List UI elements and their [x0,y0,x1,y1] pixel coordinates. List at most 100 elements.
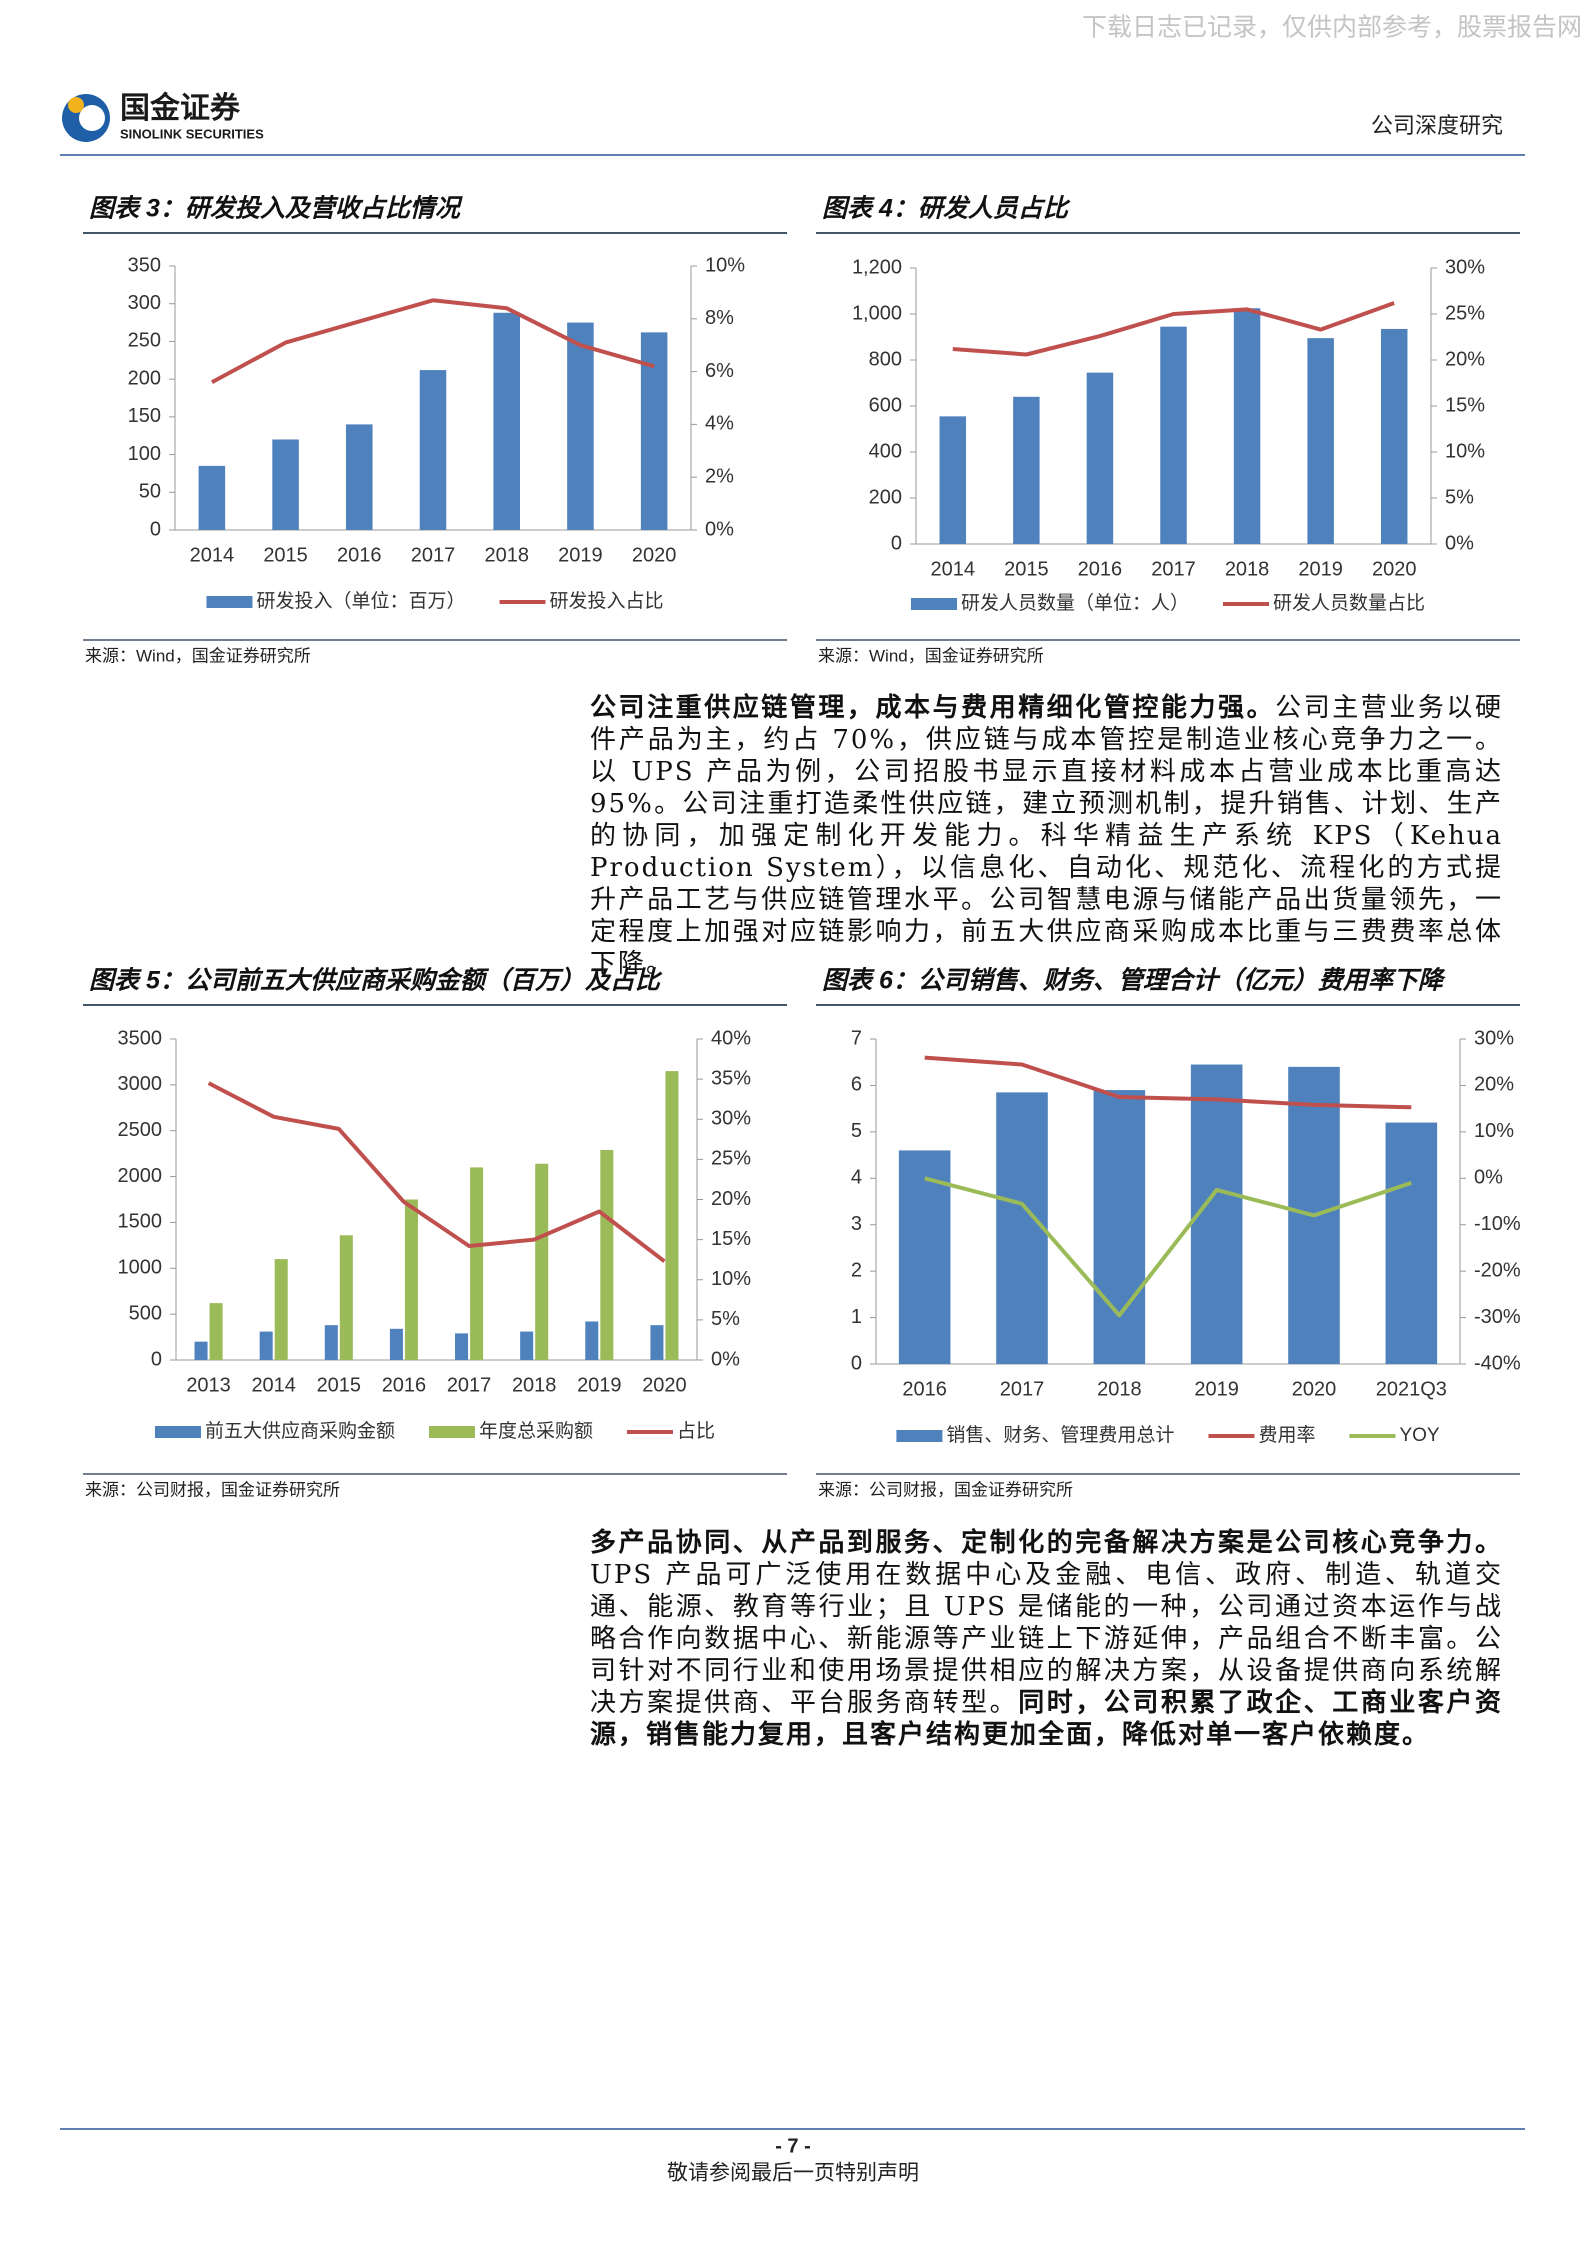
x-tick-label: 2015 [263,544,308,566]
text-run: 公司主营业务以硬件产品为主，约占 70%，供应链与成本管控是制造业核心竞争力之一… [590,693,1503,979]
x-tick-label: 2015 [1004,558,1049,580]
y-tick-label: -20% [1474,1259,1521,1281]
y-tick-label: 1,200 [852,256,902,278]
y-tick-label: 10% [705,254,745,276]
y-tick-label: 10% [1474,1120,1514,1142]
chart-title: 图表 6：公司销售、财务、管理合计（亿元）费用率下降 [822,967,1447,995]
y-tick-label: 100 [128,443,161,465]
x-tick-label: 2021Q3 [1376,1378,1447,1400]
x-tick-label: 2019 [1298,558,1343,580]
y-tick-label: 150 [128,405,161,427]
chart-source: 来源：Wind，国金证券研究所 [818,646,1044,665]
x-tick-label: 2018 [484,544,529,566]
bar [535,1163,549,1360]
line-series [210,298,655,384]
y-tick-label: 0% [705,518,734,540]
y-tick-label: 15% [711,1228,751,1250]
y-tick-label: 1 [851,1306,862,1328]
y-tick-label: 25% [711,1148,751,1170]
y-tick-label: -30% [1474,1306,1521,1328]
bar [339,1235,353,1360]
chart-source: 来源：Wind，国金证券研究所 [85,646,311,665]
page-number: - 7 - [775,2135,811,2157]
y-tick-label: 6% [705,360,734,382]
y-tick-label: 15% [1445,394,1485,416]
legend-label: 年度总采购额 [479,1420,593,1442]
y-tick-label: 7 [851,1027,862,1049]
bar [939,416,967,544]
x-tick-label: 2017 [447,1374,492,1396]
y-tick-label: 10% [1445,440,1485,462]
logo-mark-inner [79,105,105,131]
chart-source: 来源：公司财报，国金证券研究所 [818,1480,1073,1499]
y-tick-label: 3000 [118,1073,163,1095]
y-tick-label: 3500 [118,1027,163,1049]
x-tick-label: 2020 [632,544,677,566]
bar [1307,338,1334,544]
bar [389,1328,403,1360]
bar [1093,1090,1146,1364]
y-tick-label: 500 [129,1302,162,1324]
legend-label: 销售、财务、管理费用总计 [946,1424,1174,1446]
text-run: 公司注重供应链管理，成本与费用精细化管控能力强。 [590,693,1276,723]
legend: 销售、财务、管理费用总计 费用率 YOY [896,1424,1440,1446]
bar [470,1167,484,1360]
bar [455,1333,469,1360]
y-tick-label: 5% [1445,486,1474,508]
y-tick-label: 40% [711,1027,751,1049]
legend-label: YOY [1399,1425,1439,1446]
y-tick-label: 30% [1474,1027,1514,1049]
x-tick-label: 2018 [512,1374,557,1396]
y-tick-label: 4% [705,413,734,435]
bar [585,1321,599,1360]
text-run: 多产品协同、从产品到服务、定制化的完备解决方案是公司核心竞争力。 [590,1528,1503,1558]
line-series [207,1081,666,1263]
chart-title: 图表 4：研发人员占比 [822,195,1071,223]
legend-label: 费用率 [1258,1424,1315,1446]
legend-label: 前五大供应商采购金额 [205,1420,395,1442]
bar [324,1325,338,1360]
y-tick-label: 10% [711,1268,751,1290]
y-tick-label: 300 [128,292,161,314]
y-tick-label: 2% [705,465,734,487]
text-run: UPS 产品可广泛使用在数据中心及金融、电信、政府、制造、轨道交通、能源、教育等… [590,1560,1503,1718]
y-tick-label: 30% [1445,256,1485,278]
legend-swatch [896,1430,943,1442]
y-tick-label: 0% [1445,532,1474,554]
y-tick-label: 20% [1445,348,1485,370]
y-tick-label: 1000 [118,1257,163,1279]
y-tick-label: 0 [151,1348,162,1370]
x-tick-label: 2015 [317,1374,362,1396]
chart: 图表 6：公司销售、财务、管理合计（亿元）费用率下降来源：公司财报，国金证券研究… [816,967,1521,1499]
x-tick-label: 2018 [1225,558,1270,580]
chart-title: 图表 5：公司前五大供应商采购金额（百万）及占比 [89,967,663,995]
text-run: 同时，公司积累了政企、工商业客户资源，销售能力复用，且客户结构更加全面，降低对单… [590,1688,1503,1750]
y-tick-label: 0% [711,1348,740,1370]
y-tick-label: 0 [150,518,161,540]
y-tick-label: 400 [869,440,902,462]
y-tick-label: 250 [128,330,161,352]
y-tick-label: 6 [851,1074,862,1096]
legend: 研发投入（单位：百万） 研发投入占比 [206,590,664,612]
line-series [924,1055,1412,1110]
chart-title: 图表 3：研发投入及营收占比情况 [89,195,463,223]
bar [404,1199,418,1360]
paragraph: 公司注重供应链管理，成本与费用精细化管控能力强。公司主营业务以硬件产品为主，约占… [590,692,1503,980]
bar [346,424,373,530]
paragraph: 多产品协同、从产品到服务、定制化的完备解决方案是公司核心竞争力。UPS 产品可广… [590,1527,1503,1751]
bar [1086,372,1114,544]
x-tick-label: 2019 [577,1374,622,1396]
legend-label: 研发投入占比 [550,590,664,612]
logo-cn: 国金证券 [120,91,241,125]
logo-dot [68,97,84,113]
x-tick-label: 2016 [902,1378,947,1400]
x-tick-label: 2014 [190,544,235,566]
bar [419,370,447,530]
y-tick-label: 800 [869,348,902,370]
bar [1380,328,1408,544]
legend-swatch [910,598,957,610]
y-tick-label: 2000 [118,1165,163,1187]
bar [194,1341,208,1360]
